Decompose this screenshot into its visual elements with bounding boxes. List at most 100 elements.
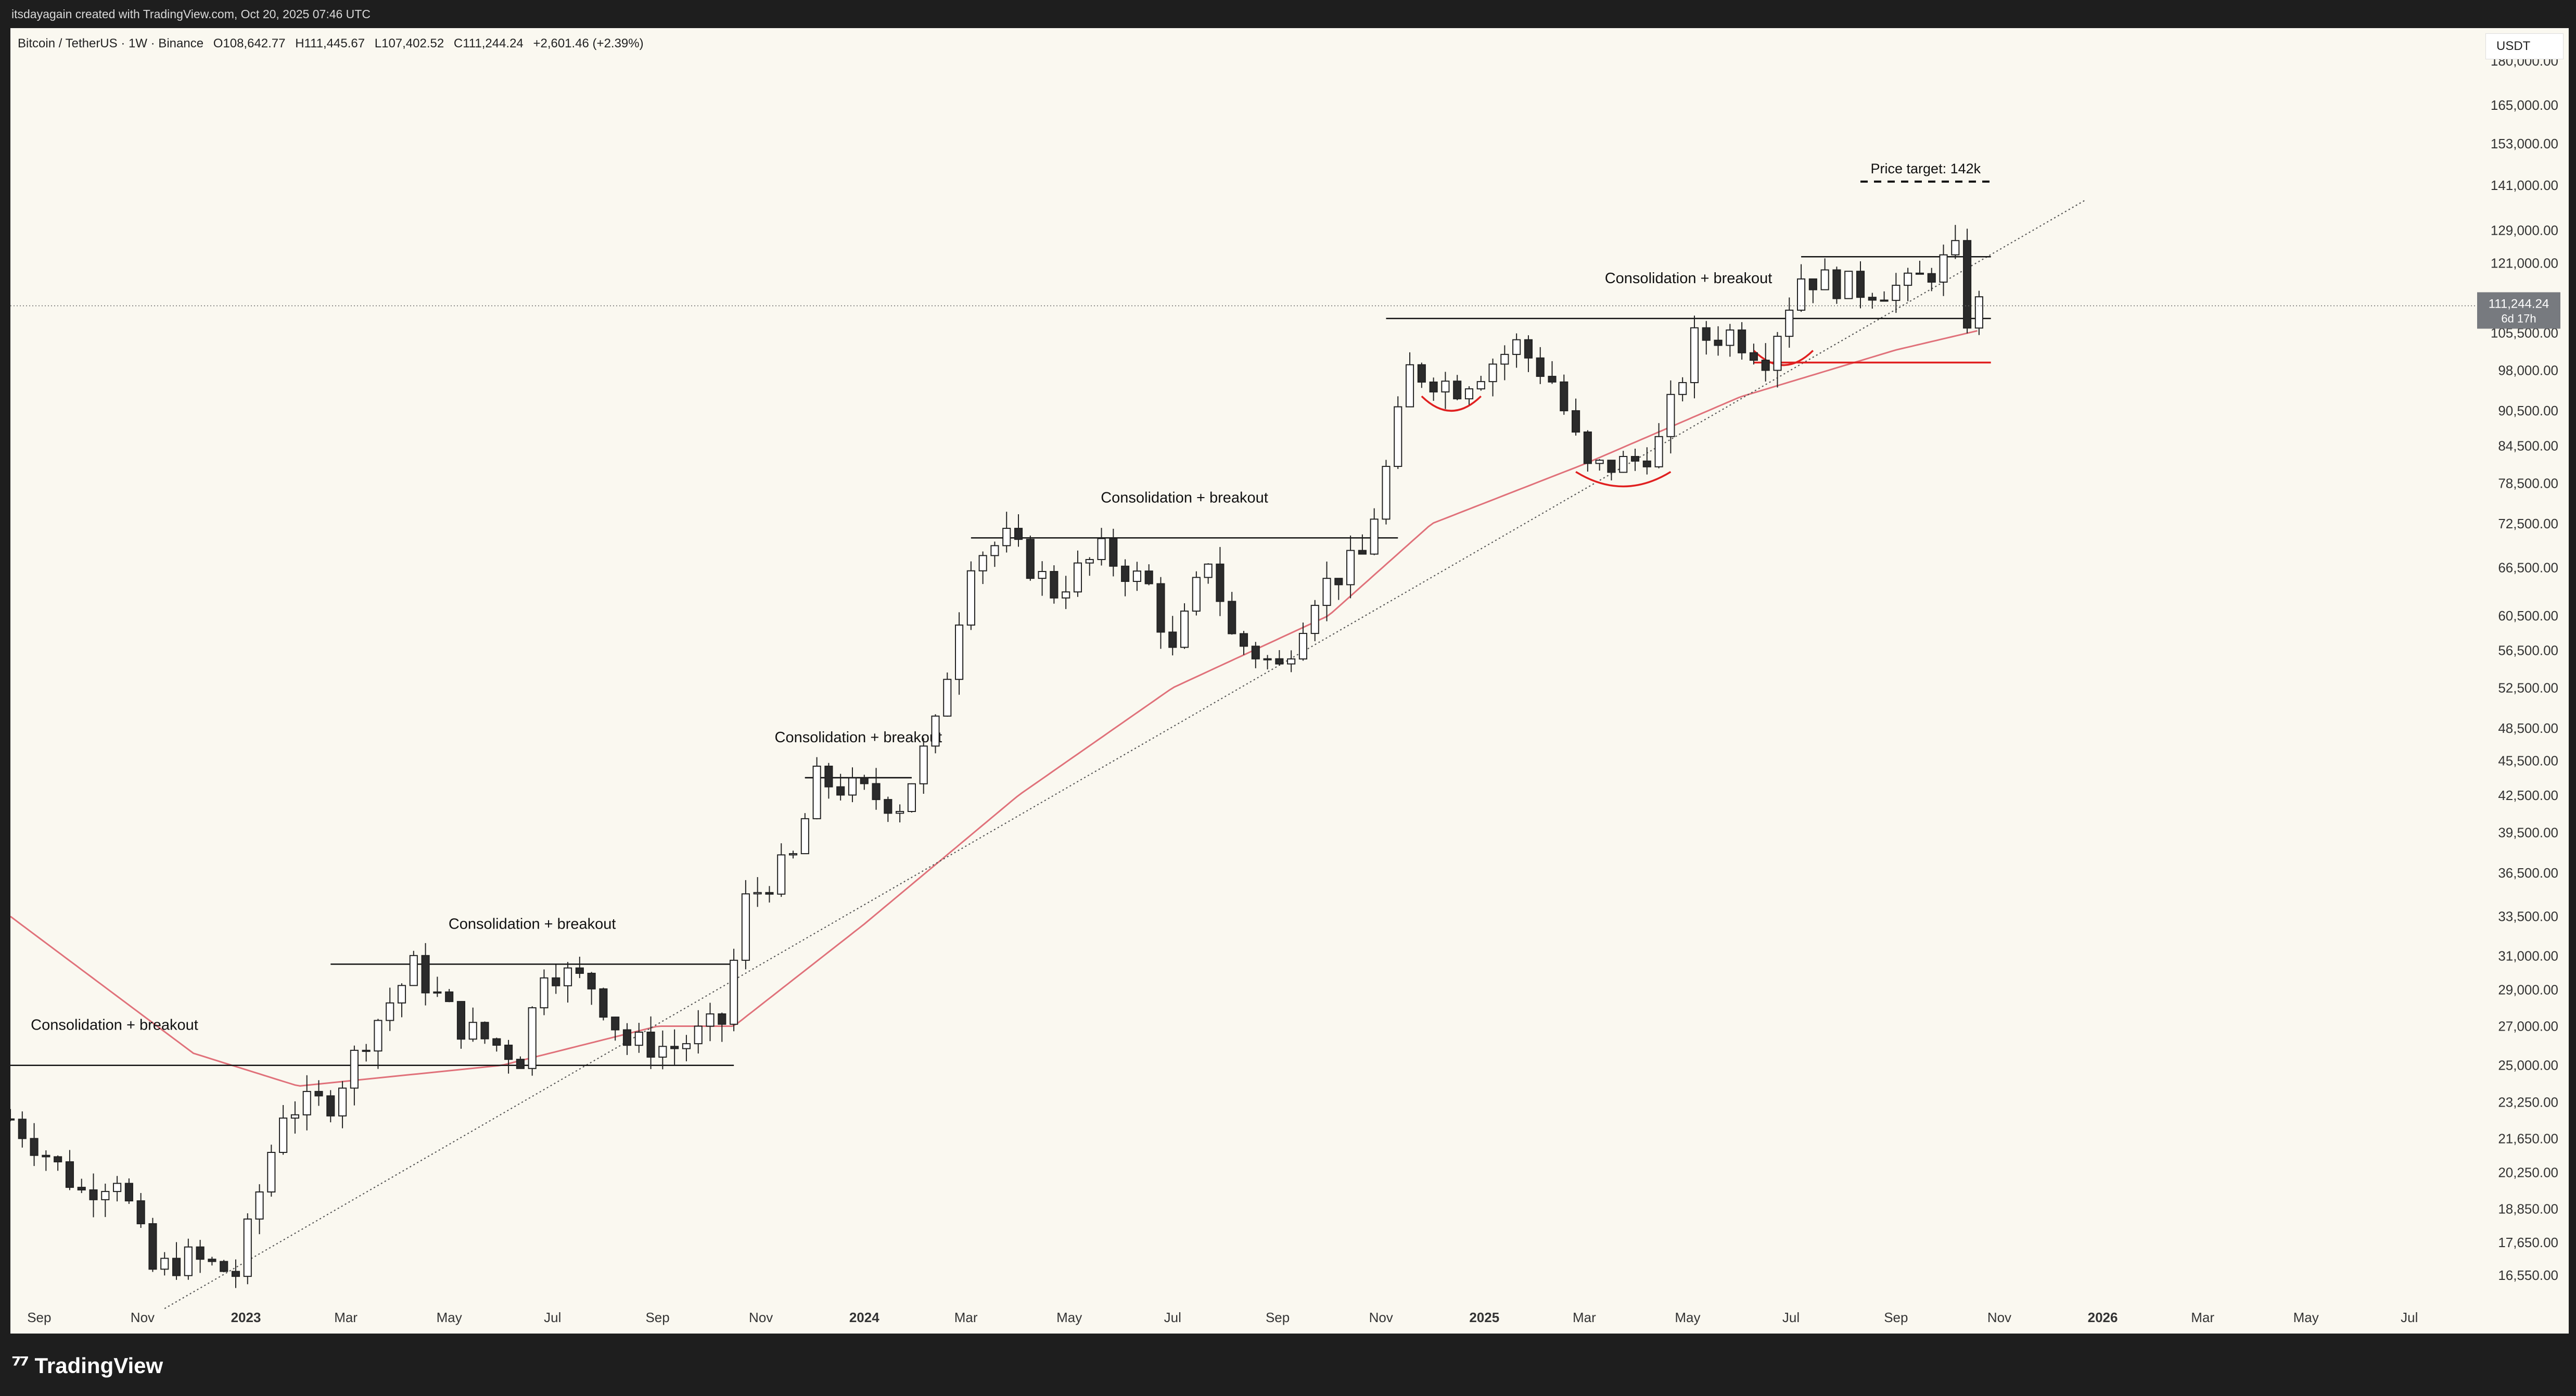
candle-up: [741, 893, 750, 961]
candle-up: [1192, 577, 1201, 612]
candle-up: [1002, 528, 1011, 547]
candle-down: [884, 799, 892, 814]
price-tick-label[interactable]: 72,500.00: [2498, 516, 2558, 531]
candle-up: [1298, 632, 1308, 659]
time-tick-label: May: [1675, 1310, 1700, 1325]
candle-down: [1880, 299, 1889, 302]
time-tick-label: Nov: [1987, 1310, 2011, 1325]
candle-up: [267, 1152, 276, 1192]
price-unit-label[interactable]: USDT: [2485, 33, 2564, 59]
countdown-timer: 6d 17h: [2501, 312, 2536, 325]
candle-down: [480, 1022, 489, 1039]
symbol-title[interactable]: Bitcoin / TetherUS · 1W · Binance: [18, 36, 204, 50]
price-tick-label[interactable]: 18,850.00: [2498, 1201, 2558, 1217]
time-tick-label: Jul: [1782, 1310, 1800, 1325]
price-tick-label[interactable]: 20,250.00: [2498, 1165, 2558, 1181]
price-tick-label[interactable]: 31,000.00: [2498, 948, 2558, 963]
chart-panel[interactable]: 16,550.00 17,650.00 18,850.00 20,250.00 21,6…: [10, 28, 2569, 1334]
candle-up: [1062, 591, 1070, 599]
candle-up: [1512, 339, 1521, 355]
candle-down: [1927, 273, 1936, 283]
candle-down: [65, 1161, 74, 1188]
price-tick-label[interactable]: 27,000.00: [2498, 1018, 2558, 1034]
time-tick-label: Mar: [954, 1310, 978, 1325]
candle-up: [160, 1258, 169, 1270]
price-tick-label[interactable]: 48,500.00: [2498, 720, 2558, 736]
candle-up: [1441, 380, 1450, 392]
price-tick-label[interactable]: 84,500.00: [2498, 438, 2558, 453]
candle-up: [184, 1246, 193, 1276]
candle-down: [860, 777, 869, 784]
candle-up: [706, 1013, 715, 1027]
price-tick-label[interactable]: 121,000.00: [2491, 255, 2558, 271]
price-chart[interactable]: 16,550.00 17,650.00 18,850.00 20,250.00 21,6…: [10, 28, 2569, 1334]
candle-down: [1014, 528, 1023, 540]
candle-down: [1702, 327, 1711, 341]
price-tick-label[interactable]: 153,000.00: [2491, 136, 2558, 151]
candle-up: [350, 1049, 359, 1089]
candle-up: [1939, 254, 1948, 283]
candle-down: [362, 1049, 371, 1052]
candle-up: [1904, 272, 1912, 286]
candle-up: [302, 1090, 311, 1115]
price-tick-label[interactable]: 52,500.00: [2498, 680, 2558, 695]
candle-down: [575, 967, 584, 974]
price-tick-label[interactable]: 16,550.00: [2498, 1267, 2558, 1283]
candle-up: [468, 1022, 477, 1040]
credit-text: itsdayagain created with TradingView.com…: [11, 7, 371, 21]
candle-down: [516, 1059, 525, 1069]
candle-up: [730, 959, 738, 1025]
candle-down: [1548, 376, 1557, 383]
price-tick-label[interactable]: 29,000.00: [2498, 982, 2558, 998]
price-tick-label[interactable]: 25,000.00: [2498, 1058, 2558, 1073]
candle-up: [101, 1191, 110, 1200]
price-tick-label[interactable]: 39,500.00: [2498, 825, 2558, 841]
price-tick-label[interactable]: 60,500.00: [2498, 608, 2558, 624]
price-tick-label[interactable]: 141,000.00: [2491, 177, 2558, 193]
price-tick-label[interactable]: 33,500.00: [2498, 909, 2558, 924]
candle-down: [30, 1138, 39, 1156]
price-tick-label[interactable]: 165,000.00: [2491, 97, 2558, 113]
time-tick-label: 2024: [849, 1310, 879, 1325]
price-tick-label[interactable]: 129,000.00: [2491, 223, 2558, 238]
candle-down: [1749, 352, 1758, 361]
price-tick-label[interactable]: 45,500.00: [2498, 753, 2558, 768]
candle-up: [753, 892, 762, 895]
candle-down: [1630, 456, 1640, 462]
candle-down: [765, 892, 774, 895]
candle-up: [1951, 240, 1960, 256]
time-tick-label: Jul: [1164, 1310, 1181, 1325]
consolidation-label: Consolidation + breakout: [775, 729, 942, 746]
price-tick-label[interactable]: 66,500.00: [2498, 560, 2558, 575]
ohlc-close: C111,244.24: [453, 36, 524, 50]
price-tick-label[interactable]: 42,500.00: [2498, 788, 2558, 803]
price-tick-label[interactable]: 21,650.00: [2498, 1131, 2558, 1146]
candle-down: [1050, 570, 1059, 599]
bottom-brand-bar: ⁷⁷ TradingView: [0, 1334, 2576, 1396]
candle-down: [314, 1090, 323, 1097]
price-tick-label[interactable]: 36,500.00: [2498, 865, 2558, 881]
time-tick-label: 2025: [1469, 1310, 1499, 1325]
candle-down: [1417, 364, 1426, 383]
candle-down: [326, 1095, 335, 1116]
candle-up: [978, 555, 987, 572]
price-tick-label[interactable]: 17,650.00: [2498, 1235, 2558, 1250]
price-tick-label[interactable]: 78,500.00: [2498, 475, 2558, 491]
consolidation-label: Consolidation + breakout: [31, 1017, 198, 1034]
candle-down: [136, 1200, 145, 1225]
candle-down: [1560, 381, 1568, 412]
candle-up: [338, 1087, 347, 1116]
candle-up: [1287, 658, 1296, 665]
price-tick-label[interactable]: 98,000.00: [2498, 362, 2558, 378]
candle-up: [528, 1007, 537, 1069]
moving-average-line: [10, 330, 1978, 1087]
candle-down: [54, 1156, 62, 1163]
candle-up: [1726, 329, 1735, 346]
price-tick-label[interactable]: 56,500.00: [2498, 643, 2558, 658]
candle-down: [1583, 432, 1592, 464]
candle-down: [1144, 570, 1153, 585]
tradingview-logo[interactable]: ⁷⁷ TradingView: [11, 1352, 163, 1379]
plot-background: [10, 28, 2569, 1334]
price-tick-label[interactable]: 23,250.00: [2498, 1095, 2558, 1110]
price-tick-label[interactable]: 90,500.00: [2498, 403, 2558, 418]
